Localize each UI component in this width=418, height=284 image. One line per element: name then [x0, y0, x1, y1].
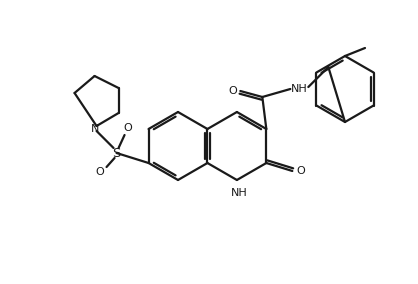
Text: O: O	[123, 123, 132, 133]
Text: NH: NH	[291, 84, 308, 94]
Text: O: O	[228, 86, 237, 96]
Text: S: S	[112, 147, 121, 160]
Text: O: O	[296, 166, 305, 176]
Text: O: O	[95, 167, 104, 177]
Text: NH: NH	[230, 188, 247, 198]
Text: N: N	[92, 124, 100, 134]
